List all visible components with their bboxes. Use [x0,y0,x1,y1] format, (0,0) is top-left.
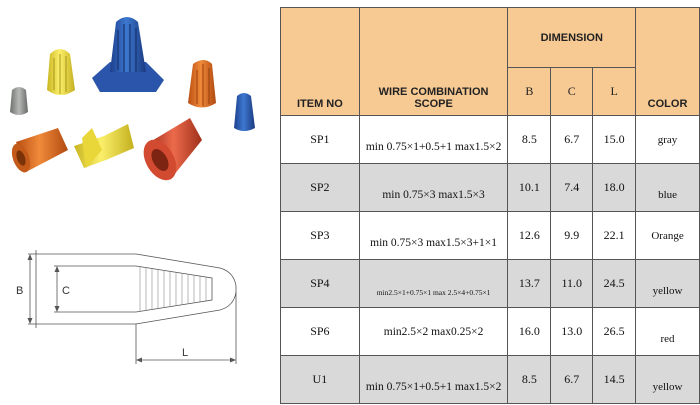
color: red [635,307,700,356]
table-row: SP3 min 0.75×3 max1.5×3+1×1 12.6 9.9 22.… [280,211,700,260]
wire-combination: min2.5×1+0.75×1 max 2.5×4+0.75×1 [358,259,509,308]
blue-winged-connector [92,17,164,92]
color: yellow [635,259,700,308]
dim-l: 24.5 [592,259,637,308]
color: Orange [635,211,700,260]
table-row: SP1 min 0.75×1+0.5+1 max1.5×2 8.5 6.7 15… [280,115,700,164]
red-connector [143,118,202,181]
dim-b: 8.5 [507,355,552,404]
dim-l: 14.5 [592,355,637,404]
dim-b: 16.0 [507,307,552,356]
table-row: SP4 min2.5×1+0.75×1 max 2.5×4+0.75×1 13.… [280,259,700,308]
wire-combination: min2.5×2 max0.25×2 [358,307,509,356]
table-row: SP6 min2.5×2 max0.25×2 16.0 13.0 26.5 re… [280,307,700,356]
yellow-winged-connector [74,124,134,168]
wire-combination: min 0.75×3 max1.5×3 [358,163,509,212]
dimension-label-c: C [62,285,70,297]
dim-l: 15.0 [592,115,637,164]
wire-combination: min 0.75×1+0.5+1 max1.5×2 [358,355,509,404]
header-item-no: ITEM NO [280,7,360,116]
item-no: SP1 [280,115,360,164]
dim-c: 6.7 [550,355,594,404]
header-color: COLOR [635,7,700,116]
small-blue-connector [234,93,255,131]
dimension-drawing: B C L [16,250,237,364]
dim-b: 12.6 [507,211,552,260]
item-no: U1 [280,355,360,404]
color: yellow [635,355,700,404]
gray-connector [10,87,28,115]
dim-c: 13.0 [550,307,594,356]
header-scope-line2: SCOPE [414,98,453,110]
orange-connector-right [188,60,216,108]
wire-combination: min 0.75×3 max1.5×3+1×1 [358,211,509,260]
color: gray [635,115,700,164]
dim-c: 7.4 [550,163,594,212]
wire-combination: min 0.75×1+0.5+1 max1.5×2 [358,115,509,164]
dim-l: 22.1 [592,211,637,260]
item-no: SP2 [280,163,360,212]
dim-b: 10.1 [507,163,552,212]
dim-l: 26.5 [592,307,637,356]
yellow-connector [47,49,75,95]
table-row: SP2 min 0.75×3 max1.5×3 10.1 7.4 18.0 bl… [280,163,700,212]
dim-c: 6.7 [550,115,594,164]
header-dim-b: B [507,67,552,116]
item-no: SP4 [280,259,360,308]
dim-c: 9.9 [550,211,594,260]
header-dim-c: C [550,67,594,116]
spec-table: ITEM NO WIRE COMBINATION SCOPE DIMENSION… [280,7,700,404]
dim-b: 8.5 [507,115,552,164]
item-no: SP6 [280,307,360,356]
table-row: U1 min 0.75×1+0.5+1 max1.5×2 8.5 6.7 14.… [280,355,700,404]
header-dim-l: L [592,67,637,116]
item-no: SP3 [280,211,360,260]
header-dimension: DIMENSION [507,7,637,68]
product-photo [10,17,255,181]
orange-connector-left [11,128,68,173]
header-scope-line1: WIRE COMBINATION [378,86,489,98]
dim-b: 13.7 [507,259,552,308]
header-wire-combination: WIRE COMBINATION SCOPE [358,7,509,116]
dimension-label-l: L [182,347,188,359]
dimension-label-b: B [16,285,23,297]
dim-l: 18.0 [592,163,637,212]
dim-c: 11.0 [550,259,594,308]
color: blue [635,163,700,212]
